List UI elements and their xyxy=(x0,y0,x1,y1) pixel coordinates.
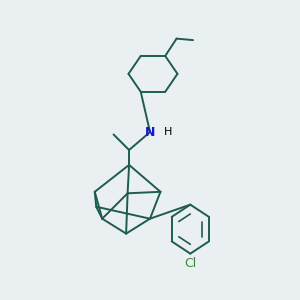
Text: N: N xyxy=(145,126,155,139)
Text: Cl: Cl xyxy=(184,257,196,270)
Text: H: H xyxy=(164,127,173,137)
